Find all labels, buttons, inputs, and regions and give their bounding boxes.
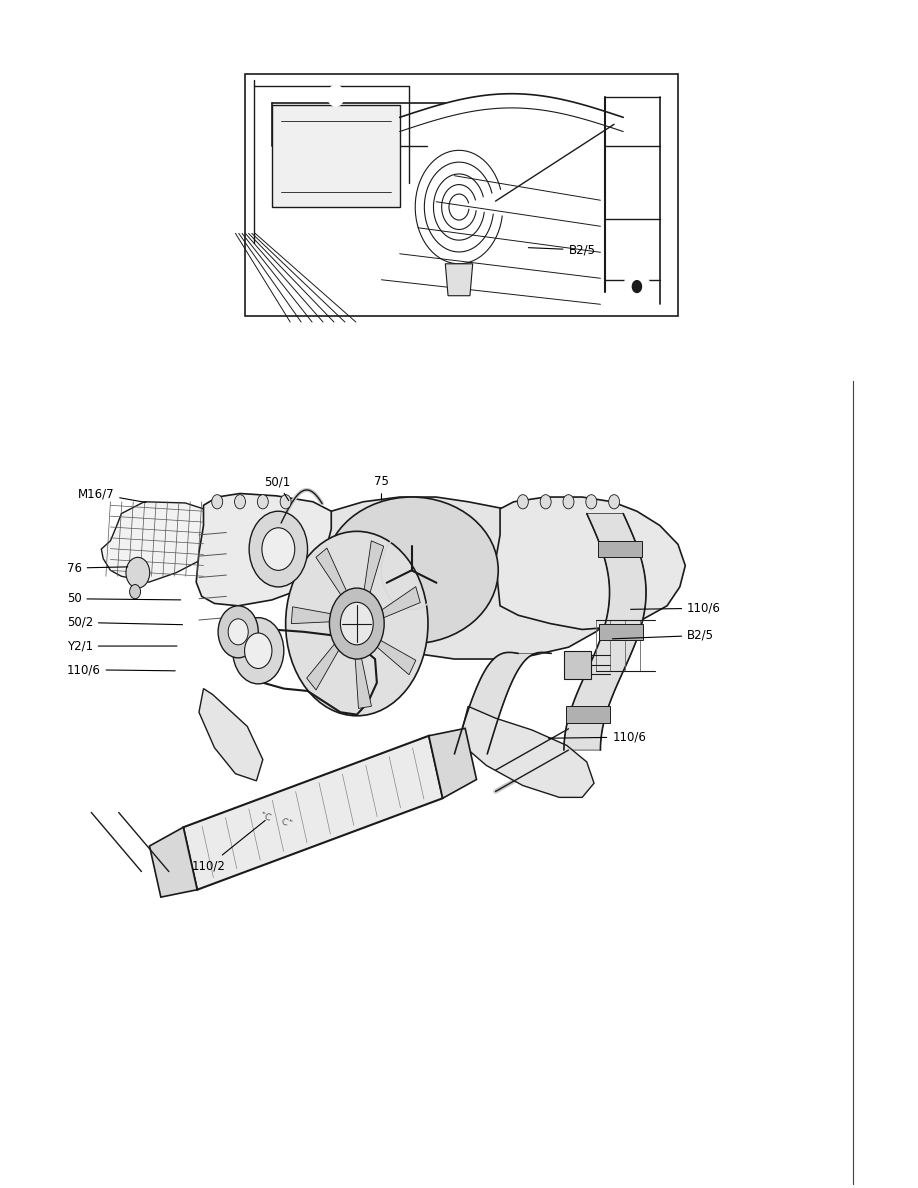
Polygon shape bbox=[445, 264, 473, 296]
Circle shape bbox=[285, 531, 428, 716]
Circle shape bbox=[328, 86, 344, 107]
Circle shape bbox=[633, 280, 642, 292]
Polygon shape bbox=[564, 513, 646, 750]
Polygon shape bbox=[459, 707, 594, 797]
Text: B2/5: B2/5 bbox=[612, 628, 714, 642]
Circle shape bbox=[229, 619, 248, 645]
Polygon shape bbox=[369, 587, 420, 624]
Text: 75: 75 bbox=[375, 475, 389, 500]
Circle shape bbox=[244, 633, 272, 669]
Circle shape bbox=[280, 494, 291, 508]
Circle shape bbox=[212, 494, 223, 508]
Circle shape bbox=[540, 494, 551, 508]
Polygon shape bbox=[320, 497, 623, 659]
Circle shape bbox=[218, 606, 258, 658]
Text: 50/1: 50/1 bbox=[263, 475, 290, 500]
Circle shape bbox=[624, 270, 650, 303]
Text: 50: 50 bbox=[67, 593, 181, 605]
Text: 76: 76 bbox=[67, 562, 128, 575]
Polygon shape bbox=[429, 728, 476, 798]
Circle shape bbox=[586, 494, 597, 508]
Polygon shape bbox=[272, 106, 399, 207]
Text: 110/6: 110/6 bbox=[631, 602, 721, 614]
Polygon shape bbox=[454, 652, 551, 754]
Text: "C    C": "C C" bbox=[260, 811, 294, 829]
Polygon shape bbox=[564, 651, 591, 680]
Polygon shape bbox=[291, 607, 345, 624]
Circle shape bbox=[234, 494, 245, 508]
Text: M16/7: M16/7 bbox=[78, 487, 146, 503]
Circle shape bbox=[330, 588, 384, 659]
Text: 50/2: 50/2 bbox=[67, 615, 183, 628]
Polygon shape bbox=[307, 631, 347, 690]
Polygon shape bbox=[199, 689, 263, 781]
Circle shape bbox=[563, 494, 574, 508]
Text: Y2/1: Y2/1 bbox=[67, 639, 177, 652]
Text: B2/5: B2/5 bbox=[529, 244, 596, 257]
Circle shape bbox=[129, 584, 140, 599]
Polygon shape bbox=[184, 735, 442, 890]
Polygon shape bbox=[150, 827, 197, 897]
Polygon shape bbox=[598, 541, 642, 557]
Circle shape bbox=[233, 618, 284, 684]
Polygon shape bbox=[496, 497, 685, 630]
Polygon shape bbox=[565, 707, 610, 722]
Circle shape bbox=[126, 557, 150, 588]
Polygon shape bbox=[354, 639, 372, 708]
Polygon shape bbox=[364, 633, 416, 675]
Circle shape bbox=[257, 494, 268, 508]
Polygon shape bbox=[196, 493, 345, 606]
Circle shape bbox=[518, 494, 529, 508]
Circle shape bbox=[341, 602, 374, 645]
Polygon shape bbox=[101, 501, 211, 582]
Bar bbox=[244, 74, 678, 316]
Polygon shape bbox=[362, 541, 384, 611]
Text: 110/2: 110/2 bbox=[192, 821, 265, 872]
Circle shape bbox=[609, 494, 620, 508]
Circle shape bbox=[262, 527, 295, 570]
Polygon shape bbox=[599, 624, 643, 640]
Circle shape bbox=[249, 511, 308, 587]
Text: 110/6: 110/6 bbox=[548, 731, 646, 744]
Ellipse shape bbox=[325, 497, 498, 644]
Polygon shape bbox=[316, 548, 354, 609]
Text: 110/6: 110/6 bbox=[67, 663, 175, 676]
